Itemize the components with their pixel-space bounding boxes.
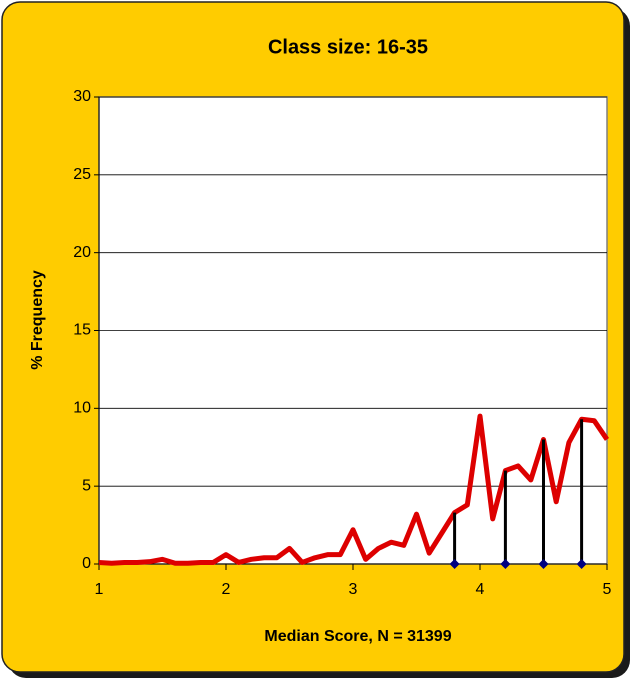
- y-axis-label: % Frequency: [29, 270, 46, 370]
- x-tick-label: 4: [476, 581, 485, 598]
- y-tick-label: 0: [82, 555, 91, 572]
- y-tick-label: 10: [73, 400, 91, 417]
- stem-marker: [538, 559, 549, 569]
- x-tick-label: 3: [349, 581, 358, 598]
- data-line: [98, 413, 610, 566]
- stem-marker: [500, 559, 511, 569]
- y-tick-label: 15: [73, 322, 91, 339]
- stem-marker: [576, 559, 587, 569]
- x-tick-label: 2: [222, 581, 231, 598]
- chart-title: Class size: 16-35: [268, 36, 428, 58]
- y-tick-label: 25: [73, 166, 91, 183]
- y-tick-label: 20: [73, 244, 91, 261]
- x-tick-label: 1: [95, 581, 104, 598]
- x-tick-label: 5: [603, 581, 612, 598]
- x-axis-label: Median Score, N = 31399: [264, 628, 451, 645]
- y-tick-label: 30: [73, 88, 91, 105]
- y-tick-label: 5: [82, 477, 91, 494]
- stem-marker: [449, 559, 460, 569]
